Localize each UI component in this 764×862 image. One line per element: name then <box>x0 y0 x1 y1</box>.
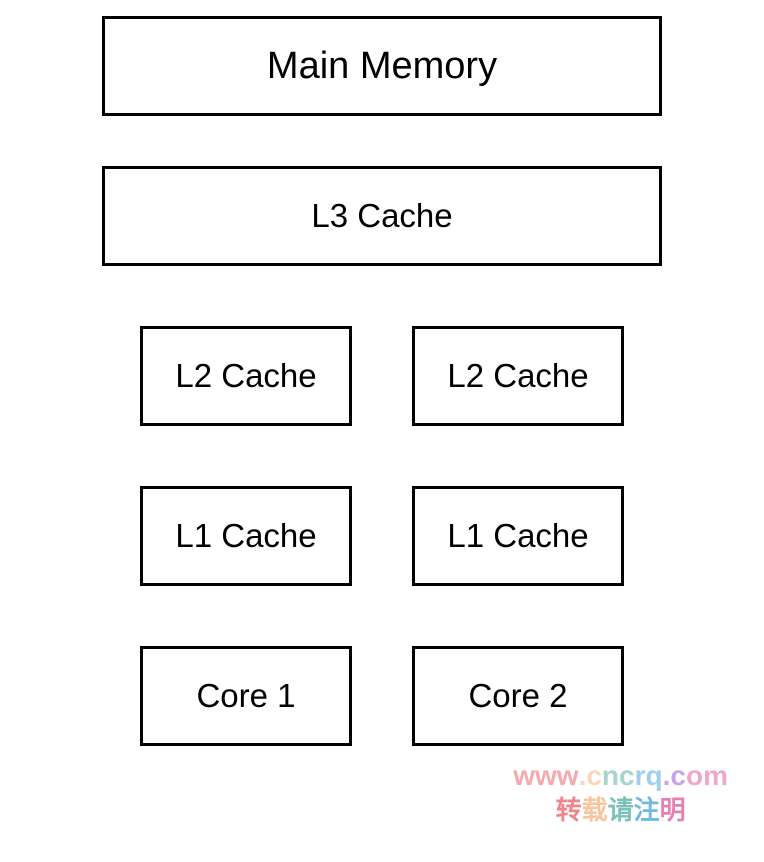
box-l3-cache: L3 Cache <box>102 166 662 266</box>
row-l1: L1 Cache L1 Cache <box>0 486 764 586</box>
label-main-memory: Main Memory <box>267 45 497 88</box>
box-l1-cache-left: L1 Cache <box>140 486 352 586</box>
label-core-1: Core 1 <box>196 677 295 715</box>
watermark-notice: 转载请注明 <box>513 794 728 828</box>
label-core-2: Core 2 <box>468 677 567 715</box>
row-cores: Core 1 Core 2 <box>0 646 764 746</box>
row-l3: L3 Cache <box>0 166 764 266</box>
watermark-url: www.cncrq.com <box>513 758 728 794</box>
row-main-memory: Main Memory <box>0 16 764 116</box>
box-l2-cache-right: L2 Cache <box>412 326 624 426</box>
label-l2-cache-left: L2 Cache <box>175 357 316 395</box>
memory-hierarchy-diagram: Main Memory L3 Cache L2 Cache L2 Cache L… <box>0 16 764 746</box>
watermark: www.cncrq.com 转载请注明 <box>513 758 728 828</box>
row-l2: L2 Cache L2 Cache <box>0 326 764 426</box>
label-l3-cache: L3 Cache <box>311 197 452 235</box>
box-core-1: Core 1 <box>140 646 352 746</box>
box-main-memory: Main Memory <box>102 16 662 116</box>
box-core-2: Core 2 <box>412 646 624 746</box>
label-l2-cache-right: L2 Cache <box>447 357 588 395</box>
label-l1-cache-right: L1 Cache <box>447 517 588 555</box>
box-l1-cache-right: L1 Cache <box>412 486 624 586</box>
box-l2-cache-left: L2 Cache <box>140 326 352 426</box>
label-l1-cache-left: L1 Cache <box>175 517 316 555</box>
